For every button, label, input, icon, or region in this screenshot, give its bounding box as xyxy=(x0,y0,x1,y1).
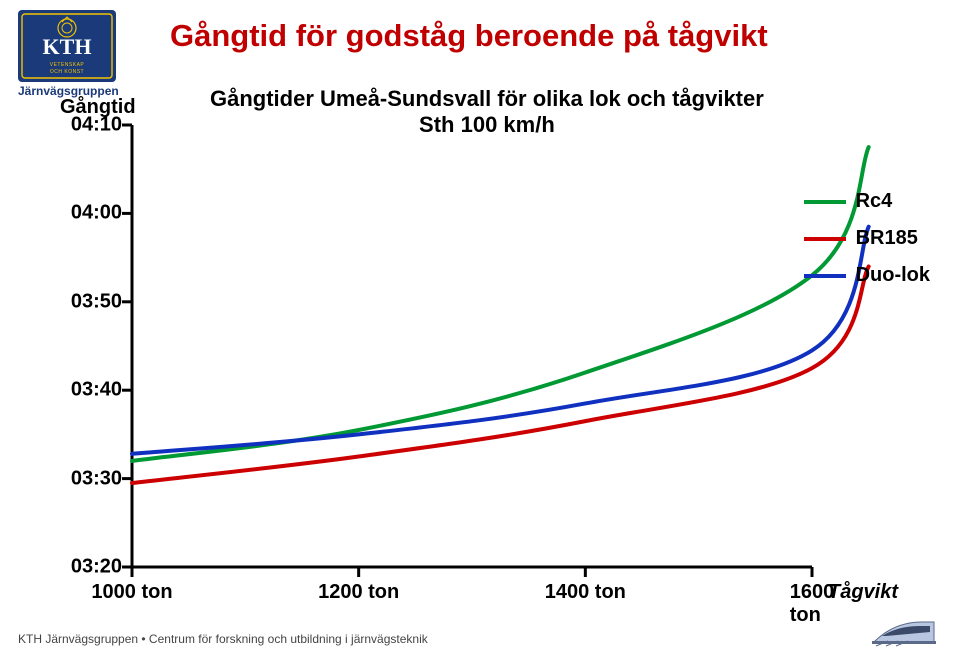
legend-item: Duo-lok xyxy=(804,264,930,287)
legend-swatch xyxy=(804,237,846,241)
svg-text:VETENSKAP: VETENSKAP xyxy=(50,62,85,68)
legend-label: Rc4 xyxy=(856,190,893,213)
legend-item: Rc4 xyxy=(804,190,930,213)
series-duo-lok xyxy=(132,227,869,454)
x-axis-title: Tågvikt xyxy=(828,581,898,604)
legend-swatch xyxy=(804,200,846,204)
legend-label: BR185 xyxy=(856,227,918,250)
svg-text:KTH: KTH xyxy=(43,34,92,59)
y-tick-label: 03:30 xyxy=(60,467,122,490)
legend-item: BR185 xyxy=(804,227,930,250)
train-icon xyxy=(872,608,936,648)
page-title: Gångtid för godståg beroende på tågvikt xyxy=(170,18,768,54)
y-tick-label: 03:20 xyxy=(60,556,122,579)
x-tick-label: 1400 ton xyxy=(545,581,626,604)
y-tick-label: 04:00 xyxy=(60,202,122,225)
y-tick-label: 03:40 xyxy=(60,379,122,402)
subtitle-line-1: Gångtider Umeå-Sundsvall för olika lok o… xyxy=(210,86,764,112)
legend-swatch xyxy=(804,274,846,278)
y-tick-label: 04:10 xyxy=(60,114,122,137)
footer-text: KTH Järnvägsgruppen • Centrum för forskn… xyxy=(18,632,428,646)
series-br185 xyxy=(132,266,869,483)
line-chart: 04:1004:0003:5003:4003:3003:20 1000 ton1… xyxy=(132,125,812,567)
x-tick-label: 1200 ton xyxy=(318,581,399,604)
series-rc4 xyxy=(132,147,869,461)
svg-text:OCH KONST: OCH KONST xyxy=(50,69,84,75)
x-tick-label: 1000 ton xyxy=(91,581,172,604)
y-tick-label: 03:50 xyxy=(60,290,122,313)
kth-logo: KTH VETENSKAP OCH KONST xyxy=(18,10,116,82)
legend: Rc4 BR185 Duo-lok xyxy=(804,190,930,301)
legend-label: Duo-lok xyxy=(856,264,930,287)
